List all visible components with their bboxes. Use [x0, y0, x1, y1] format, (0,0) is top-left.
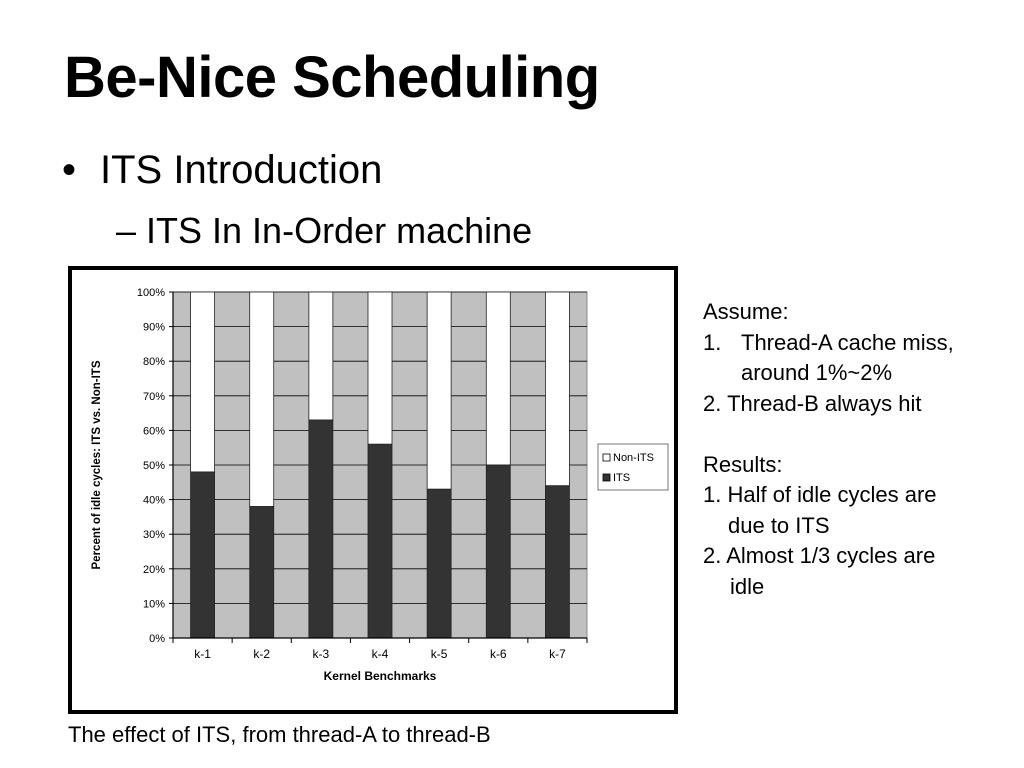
chart-caption: The effect of ITS, from thread-A to thre…: [68, 722, 491, 747]
y-tick-label: 20%: [143, 564, 165, 576]
y-tick-label: 100%: [137, 287, 165, 299]
bar-non-its: [485, 291, 511, 466]
legend-label-its: ITS: [613, 472, 630, 484]
x-tick-label: k-2: [253, 647, 270, 661]
y-tick-label: 40%: [143, 495, 165, 507]
bar-its: [249, 506, 275, 639]
slide-title: Be-Nice Scheduling: [64, 45, 600, 110]
bar-non-its: [367, 291, 393, 445]
bar-its: [367, 443, 393, 639]
x-tick-label: k-7: [549, 647, 566, 661]
x-tick-label: k-3: [313, 647, 330, 661]
x-tick-label: k-6: [490, 647, 507, 661]
bullet-text: ITS Introduction: [100, 148, 383, 192]
bar-non-its: [249, 291, 275, 507]
x-tick-label: k-1: [194, 647, 211, 661]
assume-heading: Assume:: [703, 299, 789, 324]
assume-item-1: 1. Thread-A cache miss,: [703, 328, 954, 359]
y-tick-label: 0%: [149, 633, 165, 645]
bar-non-its: [545, 291, 570, 487]
y-tick-label: 60%: [143, 425, 165, 437]
y-tick-label: 70%: [143, 391, 165, 403]
assume-item-1-text: Thread-A cache miss,: [741, 329, 954, 355]
bar-its: [308, 419, 334, 639]
x-tick-label: k-4: [372, 647, 389, 661]
bullet-marker: •: [62, 148, 77, 192]
notes-panel: Assume: 1. Thread-A cache miss, around 1%…: [703, 297, 954, 602]
y-tick-label: 50%: [143, 460, 165, 472]
stacked-bar-chart: 0% 10% 20% 30% 40% 50% 60% 70% 80% 90% 100% k-1 k-2 k…: [91, 287, 669, 683]
result-item-2: 2. Almost 1/3 cycles are: [703, 543, 936, 568]
assume-item-2: 2. Thread-B always hit: [703, 390, 922, 416]
legend-swatch-its: [602, 473, 611, 482]
y-tick-label: 10%: [143, 598, 165, 610]
y-tick-label: 30%: [143, 529, 165, 541]
bar-non-its: [190, 291, 215, 473]
x-tick-label: k-5: [431, 647, 448, 661]
chart-frame: 0% 10% 20% 30% 40% 50% 60% 70% 80% 90% 100% k-1 k-2 k…: [68, 266, 678, 714]
bar-non-its: [426, 291, 452, 490]
bar-its: [190, 471, 215, 639]
result-item-2-continued: idle: [730, 573, 765, 599]
y-tick-label: 80%: [143, 356, 165, 368]
results-heading: Results:: [703, 451, 783, 477]
assume-item-1-continued: around 1%~2%: [741, 360, 893, 385]
y-axis-title: Percent of idle cycles: ITS vs. Non-ITS: [91, 360, 103, 569]
result-item-1-continued: due to ITS: [728, 512, 830, 538]
bar-non-its: [308, 291, 334, 421]
x-axis-title: Kernel Benchmarks: [324, 669, 437, 683]
assume-item-1-number: 1.: [703, 329, 722, 355]
y-tick-label: 90%: [143, 322, 165, 334]
result-item-1: 1. Half of idle cycles are: [703, 482, 937, 507]
bar-its: [545, 485, 570, 639]
bar-its: [485, 464, 511, 639]
bullet-its-introduction: • ITS Introduction: [62, 148, 382, 193]
sub-bullet-in-order-machine: – ITS In In-Order machine: [116, 210, 533, 251]
legend-box: [597, 443, 669, 491]
legend-swatch-non-its: [602, 453, 611, 462]
bar-its: [426, 488, 452, 639]
legend-label-non-its: Non-ITS: [613, 452, 654, 464]
